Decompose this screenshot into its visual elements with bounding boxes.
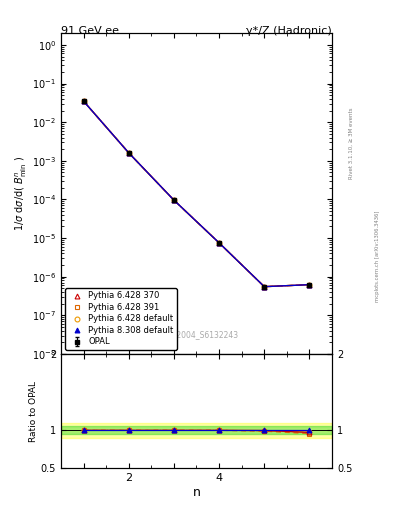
Line: Pythia 8.308 default: Pythia 8.308 default bbox=[81, 99, 312, 289]
Pythia 6.428 default bbox=[126, 150, 131, 156]
Bar bbox=[61, 423, 332, 438]
Text: OPAL_2004_S6132243: OPAL_2004_S6132243 bbox=[154, 330, 239, 339]
Line: Pythia 6.428 default: Pythia 6.428 default bbox=[81, 99, 312, 289]
Y-axis label: Ratio to OPAL: Ratio to OPAL bbox=[29, 381, 38, 442]
Pythia 6.428 default bbox=[307, 282, 312, 288]
Pythia 6.428 370 bbox=[262, 284, 266, 290]
Pythia 6.428 370 bbox=[81, 98, 86, 104]
Line: Pythia 6.428 391: Pythia 6.428 391 bbox=[81, 99, 312, 289]
Pythia 6.428 391 bbox=[171, 197, 176, 203]
Pythia 6.428 391 bbox=[217, 240, 222, 246]
Pythia 6.428 370 bbox=[307, 282, 312, 288]
Pythia 6.428 391 bbox=[126, 150, 131, 156]
Y-axis label: 1/$\sigma$ d$\sigma$/d( $B^n_{\rm min}$ ): 1/$\sigma$ d$\sigma$/d( $B^n_{\rm min}$ … bbox=[14, 156, 29, 231]
Text: 91 GeV ee: 91 GeV ee bbox=[61, 26, 119, 36]
Pythia 6.428 391 bbox=[262, 284, 266, 290]
Pythia 8.308 default bbox=[262, 284, 266, 290]
Pythia 8.308 default bbox=[307, 282, 312, 288]
Pythia 6.428 370 bbox=[171, 197, 176, 203]
Pythia 6.428 default bbox=[171, 197, 176, 203]
Pythia 8.308 default bbox=[81, 98, 86, 104]
Pythia 6.428 391 bbox=[81, 98, 86, 104]
Pythia 6.428 default bbox=[217, 240, 222, 246]
Pythia 6.428 370 bbox=[217, 240, 222, 246]
Text: Rivet 3.1.10, ≥ 3M events: Rivet 3.1.10, ≥ 3M events bbox=[349, 108, 354, 179]
Pythia 6.428 391 bbox=[307, 282, 312, 288]
Pythia 8.308 default bbox=[126, 150, 131, 156]
Pythia 6.428 default bbox=[262, 284, 266, 290]
Legend: Pythia 6.428 370, Pythia 6.428 391, Pythia 6.428 default, Pythia 8.308 default, : Pythia 6.428 370, Pythia 6.428 391, Pyth… bbox=[65, 288, 177, 350]
Text: mcplots.cern.ch [arXiv:1306.3436]: mcplots.cern.ch [arXiv:1306.3436] bbox=[375, 210, 380, 302]
Pythia 6.428 370 bbox=[126, 150, 131, 156]
Line: Pythia 6.428 370: Pythia 6.428 370 bbox=[81, 99, 312, 289]
Pythia 8.308 default bbox=[217, 240, 222, 246]
X-axis label: n: n bbox=[193, 486, 200, 499]
Text: γ*/Z (Hadronic): γ*/Z (Hadronic) bbox=[246, 26, 332, 36]
Pythia 6.428 default bbox=[81, 98, 86, 104]
Pythia 8.308 default bbox=[171, 197, 176, 203]
Bar bbox=[61, 426, 332, 434]
